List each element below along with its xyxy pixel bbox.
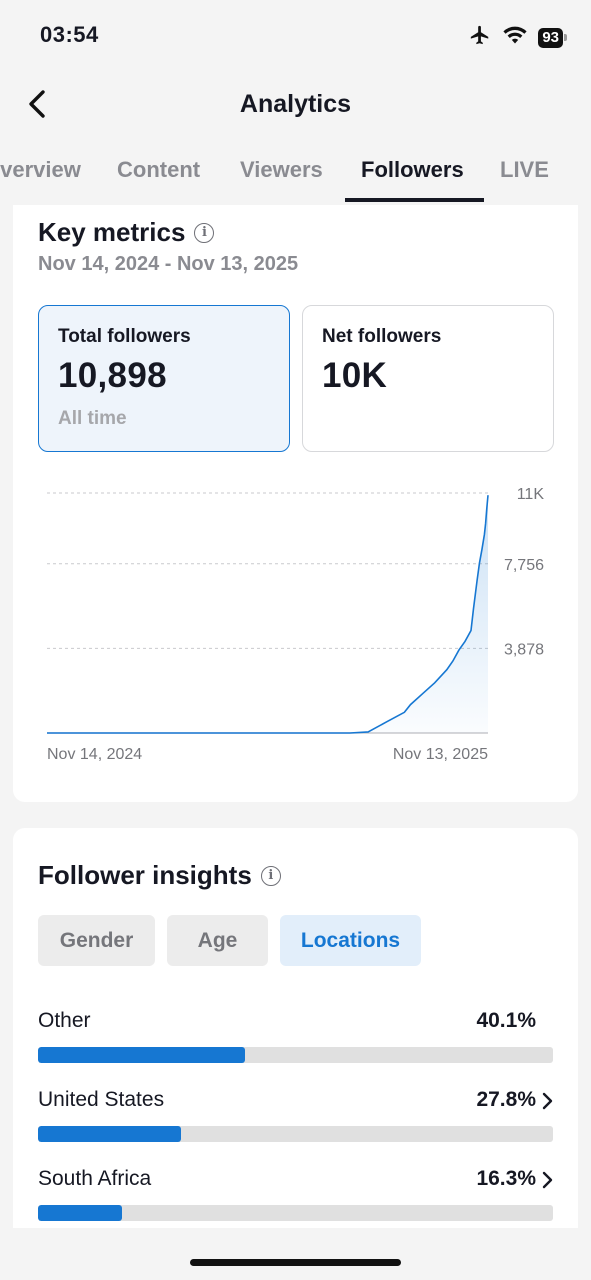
chart-line xyxy=(47,495,489,734)
battery-icon: 93 xyxy=(538,27,567,48)
location-name: United States xyxy=(38,1088,165,1111)
tab-bar: Overview Content Viewers Followers LIVE xyxy=(0,140,591,202)
date-range: Nov 14, 2024 - Nov 13, 2025 xyxy=(38,253,299,275)
location-percent: 27.8% xyxy=(476,1088,536,1111)
metric-subtext: All time xyxy=(58,408,127,429)
metric-value: 10K xyxy=(322,356,388,395)
page-title: Analytics xyxy=(239,90,352,118)
filter-locations[interactable]: Locations xyxy=(280,915,421,966)
tab-viewers[interactable]: Viewers xyxy=(240,157,323,182)
location-bar-fill xyxy=(38,1047,245,1063)
nav-bar: Analytics xyxy=(0,72,591,136)
total-followers-card[interactable]: Total followers 10,898 All time xyxy=(38,305,290,452)
filter-age[interactable]: Age xyxy=(167,915,268,966)
metric-label: Net followers xyxy=(322,326,442,347)
location-row-south-africa[interactable]: South Africa 16.3% xyxy=(38,1167,553,1227)
tab-followers[interactable]: Followers xyxy=(361,157,464,182)
location-percent: 40.1% xyxy=(476,1009,536,1032)
location-percent: 16.3% xyxy=(476,1167,536,1190)
location-bar-fill xyxy=(38,1126,182,1142)
battery-level: 93 xyxy=(538,27,563,48)
y-tick-label: 3,878 xyxy=(504,641,544,658)
key-metrics-header: Key metrics i xyxy=(38,217,215,248)
key-metrics-card: Key metrics i Nov 14, 2024 - Nov 13, 202… xyxy=(13,205,578,802)
location-row-other: Other 40.1% xyxy=(38,1009,553,1069)
status-time: 03:54 xyxy=(40,22,99,47)
net-followers-card[interactable]: Net followers 10K xyxy=(302,305,554,452)
x-tick-label: Nov 14, 2024 xyxy=(47,746,142,763)
chart-area xyxy=(349,495,488,733)
follower-insights-header: Follower insights i xyxy=(38,860,281,891)
chevron-right-icon xyxy=(542,1092,553,1110)
tab-live[interactable]: LIVE xyxy=(500,157,549,182)
y-tick-label: 7,756 xyxy=(504,557,544,574)
metric-value: 10,898 xyxy=(58,356,167,395)
location-name: South Africa xyxy=(38,1167,152,1190)
location-row-united-states[interactable]: United States 27.8% xyxy=(38,1088,553,1148)
chevron-right-icon xyxy=(542,1171,553,1189)
location-bar-track xyxy=(38,1205,553,1221)
location-bar-track xyxy=(38,1126,553,1142)
y-tick-label: 11K xyxy=(517,486,545,503)
tab-overview[interactable]: Overview xyxy=(0,157,81,182)
follower-insights-card: Follower insights i Gender Age Locations… xyxy=(13,828,578,1228)
x-tick-label: Nov 13, 2025 xyxy=(393,746,488,763)
location-bar-track xyxy=(38,1047,553,1063)
metric-label: Total followers xyxy=(58,326,191,347)
back-button[interactable] xyxy=(20,86,54,122)
active-tab-indicator xyxy=(345,198,484,202)
airplane-icon xyxy=(468,24,492,51)
location-name: Other xyxy=(38,1009,91,1032)
follower-insights-title: Follower insights xyxy=(38,860,252,890)
info-icon[interactable]: i xyxy=(260,865,281,886)
status-icons: 93 xyxy=(468,24,567,51)
filter-gender[interactable]: Gender xyxy=(38,915,155,966)
wifi-icon xyxy=(502,25,528,50)
info-icon[interactable]: i xyxy=(194,222,215,243)
followers-chart: 11K 7,756 3,878 Nov 14, 2024 Nov 13, 2025 xyxy=(47,486,545,763)
status-bar: 03:54 93 xyxy=(0,0,591,72)
key-metrics-title: Key metrics xyxy=(38,217,186,247)
chevron-left-icon xyxy=(29,90,45,118)
tab-content[interactable]: Content xyxy=(117,157,201,182)
home-indicator xyxy=(190,1259,401,1266)
location-bar-fill xyxy=(38,1205,122,1221)
